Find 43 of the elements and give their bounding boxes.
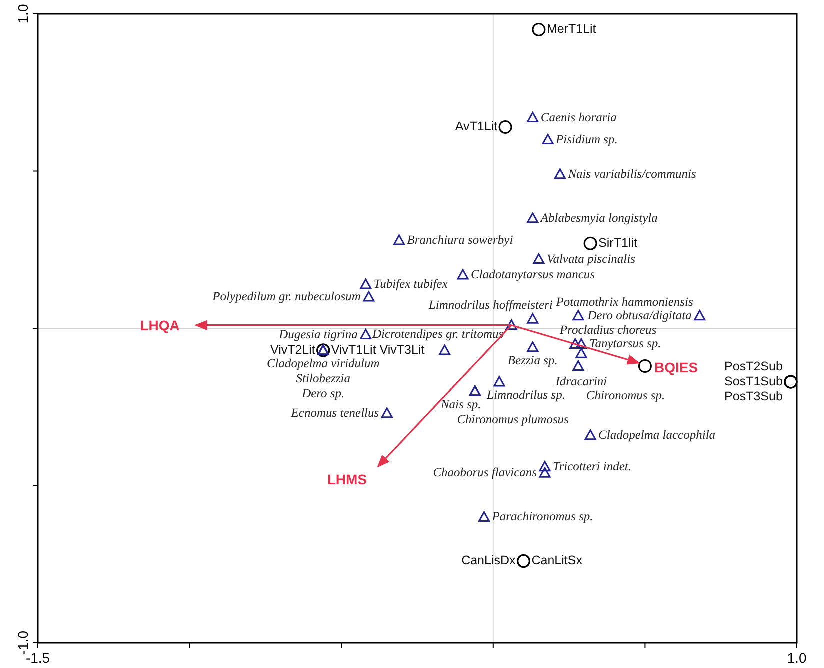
data-label: PosT2Sub <box>724 359 783 374</box>
data-label: Cladopelma laccophila <box>598 428 716 442</box>
data-label: Stilobezzia <box>296 372 350 386</box>
data-label: Ablabesmyia longistyla <box>540 210 658 225</box>
data-label: Ecnomus tenellus <box>290 406 380 420</box>
data-label: Dero obtusa/digitata <box>586 308 692 322</box>
data-label: Branchiura sowerbyi <box>407 232 514 247</box>
series-label: BQIES <box>654 360 698 376</box>
data-label: Idracarini <box>554 374 608 389</box>
data-label: Limnodrilus hoffmeisteri <box>428 298 554 312</box>
data-label: MerT1Lit <box>546 22 597 36</box>
data-label: Caenis horaria <box>540 110 617 124</box>
data-label: Limnodrilus sp. <box>486 388 566 402</box>
data-label: Pisidium sp. <box>555 132 618 146</box>
data-label: Valvata piscinalis <box>546 252 636 266</box>
series-label: LHMS <box>327 472 368 488</box>
data-label: Chironomus sp. <box>586 388 666 403</box>
data-label: Polypedilum gr. nubeculosum <box>212 290 361 304</box>
data-label: Parachironomus sp. <box>491 510 594 524</box>
data-label: Dero sp. <box>301 386 345 401</box>
data-label: VivT2Lit <box>270 343 316 358</box>
data-label: SosT1Sub <box>724 374 783 388</box>
data-label: AvT1Lit <box>455 120 498 134</box>
data-label: CanLitSx <box>532 554 584 568</box>
series-label: LHQA <box>140 317 180 334</box>
data-label: Bezzia sp. <box>508 353 558 368</box>
data-label: VivT1Lit VivT3Lit <box>331 343 426 358</box>
data-label: Dicrotendipes gr. tritomus <box>371 326 504 341</box>
data-label: Tubifex tubifex <box>374 276 448 291</box>
data-label: Chironomus plumosus <box>457 412 570 426</box>
data-label: Cladopelma viridulum <box>266 356 380 371</box>
data-label: Tricotteri indet. <box>553 459 632 474</box>
data-label: SirT1lit <box>598 236 638 250</box>
data-label: Procladius choreus <box>558 323 657 338</box>
data-label: Nais sp. <box>440 397 482 412</box>
data-label: Cladotanytarsus mancus <box>471 268 596 282</box>
data-label: CanLisDx <box>462 554 517 568</box>
data-label: PosT3Sub <box>724 389 783 404</box>
data-label: Nais variabilis/communis <box>567 166 696 181</box>
data-label: Potamothrix hammoniensis <box>555 294 694 309</box>
data-label: Tanytarsus sp. <box>589 336 662 351</box>
data-label: Chaoborus flavicans <box>433 466 538 480</box>
data-label: Dugesia tigrina <box>278 327 358 342</box>
